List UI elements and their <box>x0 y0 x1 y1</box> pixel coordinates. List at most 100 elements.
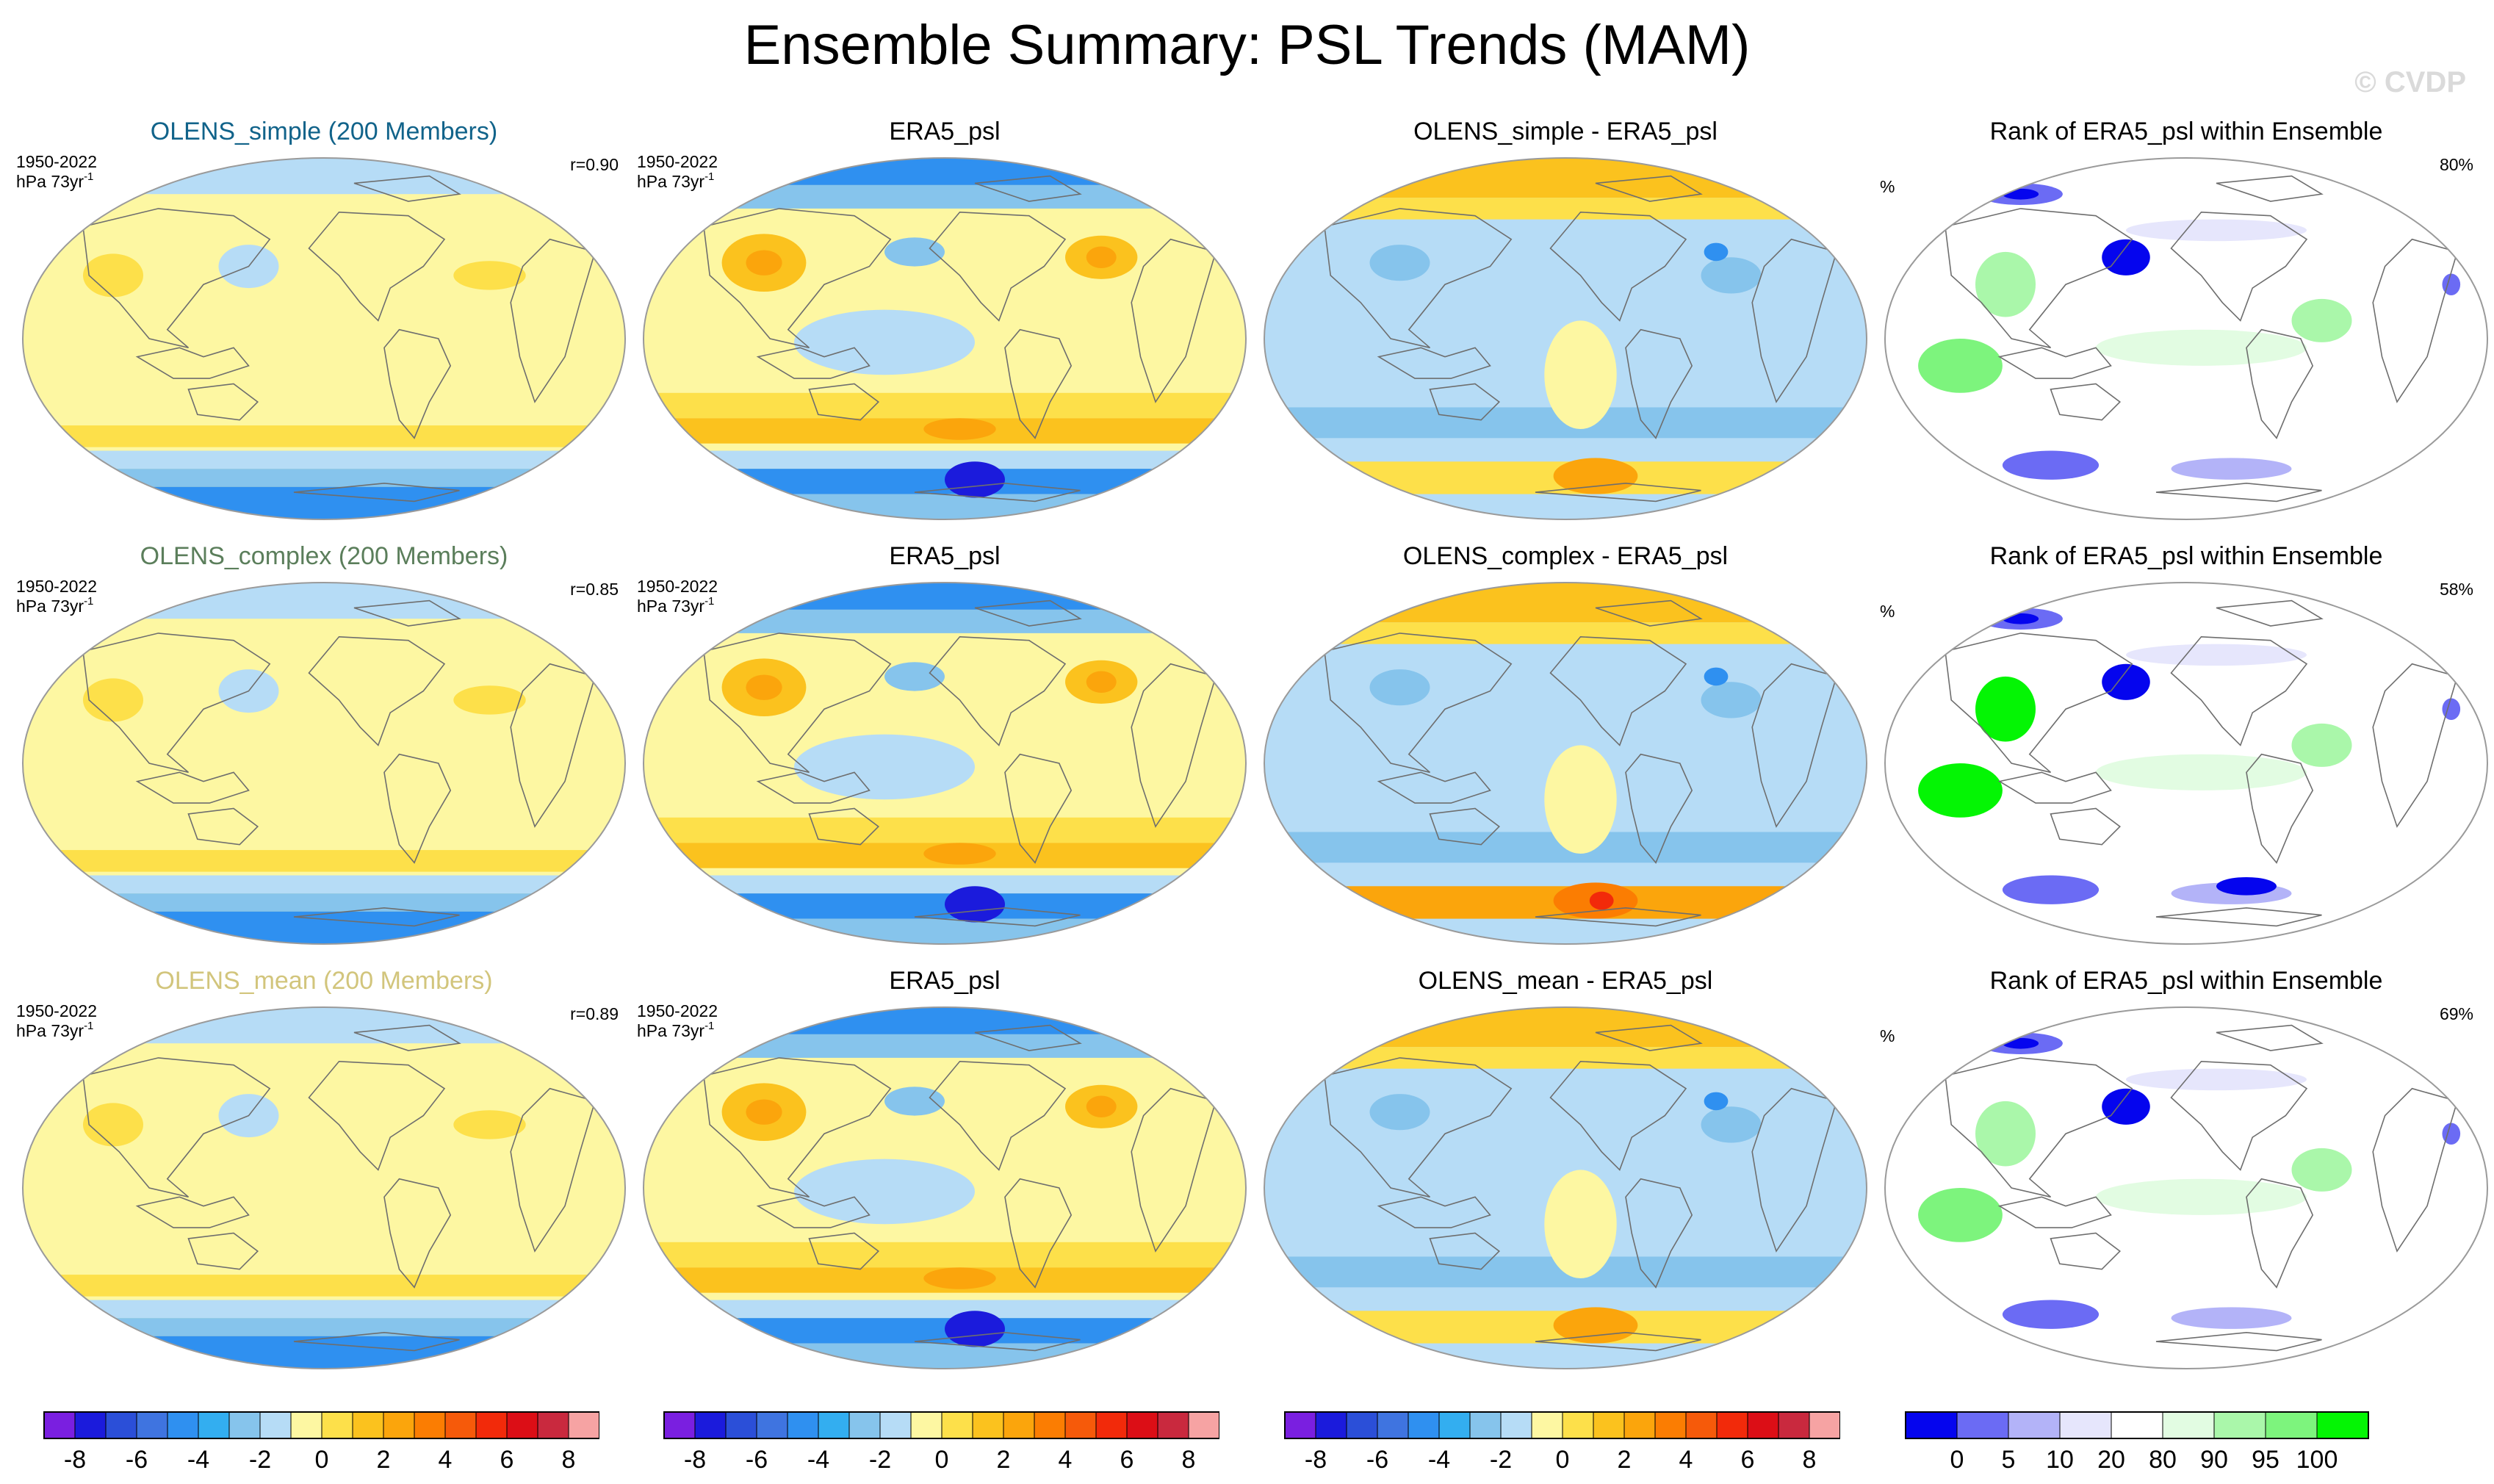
midlat-band <box>23 425 625 447</box>
rank-percent: 69% <box>2439 1004 2473 1023</box>
coastline-4 <box>1004 753 1073 864</box>
panel-title: ERA5_psl <box>889 118 1001 145</box>
pac-low <box>884 237 945 267</box>
colorbar-box <box>1438 1411 1471 1439</box>
coastline-6 <box>2155 907 2322 927</box>
colorbar-box <box>444 1411 477 1439</box>
colorbar-box <box>818 1411 850 1439</box>
cvdp-watermark: © CVDP <box>2354 66 2466 98</box>
coastline-0 <box>82 633 271 774</box>
colorbar-tick-label: 6 <box>1120 1446 1134 1474</box>
map-rank <box>1884 1006 2488 1369</box>
atl-blob <box>453 685 526 715</box>
colorbar-box <box>43 1411 76 1439</box>
map-border <box>22 582 626 945</box>
colorbar-tick-label: -8 <box>684 1446 706 1474</box>
colorbar-box <box>1593 1411 1625 1439</box>
colorbar-box <box>725 1411 757 1439</box>
panel-difference-2: OLENS_complex - ERA5_psl <box>1255 541 1876 949</box>
south-band-1 <box>644 875 1246 894</box>
coastline-3 <box>2170 211 2308 322</box>
pac-rank-low <box>2102 663 2150 700</box>
coastline-2 <box>2050 1232 2122 1270</box>
asia-core <box>746 1099 782 1125</box>
panel-title: OLENS_complex - ERA5_psl <box>1402 542 1729 570</box>
period-label: 1950-2022 <box>637 577 718 596</box>
trop-pac <box>794 1159 975 1225</box>
coastline-3 <box>929 211 1067 322</box>
so-blue <box>2002 450 2100 480</box>
colorbar-tick-label: 95 <box>2252 1446 2279 1474</box>
coastline-1 <box>756 347 871 379</box>
colorbar-box <box>787 1411 819 1439</box>
coastline-6 <box>2155 482 2322 503</box>
arctic-band <box>1264 158 1867 198</box>
andes-tongue <box>1544 1170 1617 1278</box>
panel-title: OLENS_simple - ERA5_psl <box>1413 118 1718 145</box>
colorbar-observed: -8 -6 -4 -2 0 2 4 6 8 <box>661 1409 1219 1475</box>
colorbar-box <box>1716 1411 1748 1439</box>
sh-high <box>923 1267 996 1289</box>
south-band-1 <box>23 875 625 894</box>
atl-core <box>1086 246 1117 269</box>
rank-percent: 80% <box>2439 155 2473 174</box>
coastline-6 <box>293 907 460 927</box>
eur-blue <box>2442 273 2461 295</box>
atl-core <box>1086 1095 1117 1118</box>
colorbar-box <box>1778 1411 1810 1439</box>
coastline-5 <box>1131 238 1217 403</box>
pac-rank-low <box>2102 1088 2150 1125</box>
coastline-0 <box>1324 1057 1513 1198</box>
colorbar-box <box>414 1411 446 1439</box>
units-base: hPa 73yr <box>16 597 84 616</box>
coastline-0 <box>1324 208 1513 349</box>
atl-core <box>1704 1092 1729 1111</box>
units-base: hPa 73yr <box>16 1021 84 1040</box>
coastline-3 <box>1549 1060 1687 1171</box>
colorbar-tick-label: 5 <box>2002 1446 2016 1474</box>
colorbar-box <box>1377 1411 1409 1439</box>
colorbar-frame <box>43 1411 599 1439</box>
nh-pale <box>2126 219 2307 242</box>
colorbar-tick-label: 2 <box>1618 1446 1632 1474</box>
colorbar-box <box>972 1411 1004 1439</box>
coastline-1 <box>135 1196 250 1228</box>
arctic-band <box>23 158 625 195</box>
coastline-7 <box>1595 175 1703 202</box>
atl-blob <box>453 1110 526 1139</box>
map-rank <box>1884 157 2488 520</box>
coastline-0 <box>82 208 271 349</box>
colorbar-frame <box>1284 1411 1840 1439</box>
colorbar-box <box>475 1411 508 1439</box>
coastline-5 <box>2372 663 2458 828</box>
coastline-7 <box>974 175 1082 202</box>
coastline-1 <box>1997 1196 2112 1228</box>
panel-title: ERA5_psl <box>889 967 1001 995</box>
colorbar-box <box>1469 1411 1502 1439</box>
subarctic-band <box>1264 198 1867 220</box>
units-exponent: -1 <box>84 595 94 608</box>
colorbar-box <box>2265 1411 2318 1439</box>
colorbar-tick-label: 8 <box>1182 1446 1196 1474</box>
coastline-3 <box>308 211 446 322</box>
units-label: hPa 73yr-1 <box>637 596 714 616</box>
coastline-2 <box>1429 807 1501 846</box>
coastline-0 <box>1324 633 1513 774</box>
rank-percent: 58% <box>2439 580 2473 599</box>
colorbar-tick-label: -2 <box>249 1446 271 1474</box>
coastline-4 <box>2246 753 2314 864</box>
map-border <box>1884 1006 2488 1369</box>
coastline-4 <box>2246 1178 2314 1289</box>
coastline-3 <box>1549 211 1687 322</box>
coastline-3 <box>308 635 446 746</box>
map-border <box>1884 157 2488 520</box>
coastline-6 <box>1535 1331 1701 1352</box>
coastline-5 <box>2372 1087 2458 1253</box>
units-exponent: -1 <box>704 595 715 608</box>
colorbar-tick-label: 20 <box>2097 1446 2125 1474</box>
midlat-band-1 <box>644 817 1246 843</box>
trop-light-green <box>2096 754 2307 790</box>
coastline-1 <box>1377 771 1491 804</box>
colorbar-tick-label: -4 <box>1428 1446 1450 1474</box>
colorbar-box <box>1905 1411 1958 1439</box>
